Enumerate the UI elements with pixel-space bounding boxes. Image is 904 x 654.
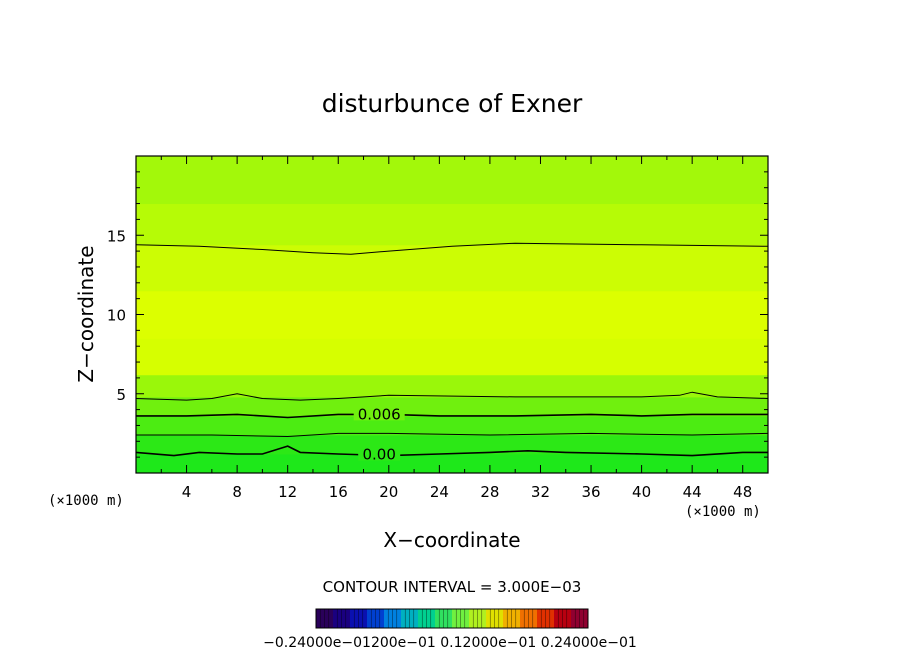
x-tick-label: 32 bbox=[531, 483, 550, 501]
x-tick-label: 12 bbox=[278, 483, 297, 501]
y-axis-label: Z−coordinate bbox=[74, 245, 98, 382]
x-tick-label: 16 bbox=[329, 483, 348, 501]
color-band bbox=[136, 434, 768, 455]
contour-line bbox=[136, 391, 768, 401]
color-band bbox=[136, 156, 768, 205]
x-tick-label: 20 bbox=[379, 483, 398, 501]
x-tick-label: 48 bbox=[733, 483, 752, 501]
chart-title: disturbunce of Exner bbox=[322, 89, 583, 118]
contour-line bbox=[136, 413, 768, 419]
x-tick-label: 24 bbox=[430, 483, 449, 501]
y-axis: 5 10 15 bbox=[107, 171, 768, 458]
contour-label: 0.006 bbox=[358, 405, 401, 423]
x-tick-label: 28 bbox=[480, 483, 499, 501]
color-band bbox=[136, 338, 768, 376]
contour-interval-text: CONTOUR INTERVAL = 3.000E−03 bbox=[323, 578, 582, 596]
color-band bbox=[136, 396, 768, 417]
x-unit-left: (×1000 m) bbox=[48, 493, 124, 509]
colorbar-labels: −0.24000e−01200e−01 0.12000e−01 0.24000e… bbox=[263, 635, 637, 651]
colorbar-frame bbox=[315, 608, 589, 629]
contour-line bbox=[136, 432, 768, 438]
color-band bbox=[136, 453, 768, 473]
x-tick-label: 36 bbox=[581, 483, 600, 501]
x-tick-label: 40 bbox=[632, 483, 651, 501]
contour-label-gap bbox=[353, 406, 405, 421]
contour-labels: 0.006 0.00 bbox=[353, 405, 405, 464]
contour-line bbox=[136, 242, 768, 255]
x-tick-label: 4 bbox=[182, 483, 192, 501]
contour-label: 0.00 bbox=[362, 446, 395, 464]
color-band bbox=[136, 374, 768, 398]
y-tick-label: 10 bbox=[107, 307, 126, 325]
contour-label-gap bbox=[358, 446, 401, 461]
y-tick-label: 5 bbox=[116, 386, 126, 404]
y-tick-label: 15 bbox=[107, 227, 126, 245]
filled-contour-bands bbox=[136, 156, 768, 473]
x-tick-label: 8 bbox=[232, 483, 242, 501]
colorbar bbox=[315, 608, 589, 629]
x-unit-right: (×1000 m) bbox=[685, 504, 761, 520]
x-tick-label: 44 bbox=[683, 483, 702, 501]
x-axis: 4 8 12 16 20 24 28 32 36 40 44 48 bbox=[160, 156, 769, 501]
x-axis-label: X−coordinate bbox=[383, 528, 520, 552]
color-band bbox=[136, 415, 768, 436]
color-band bbox=[136, 244, 768, 292]
color-band bbox=[136, 203, 768, 246]
color-band bbox=[136, 290, 768, 339]
